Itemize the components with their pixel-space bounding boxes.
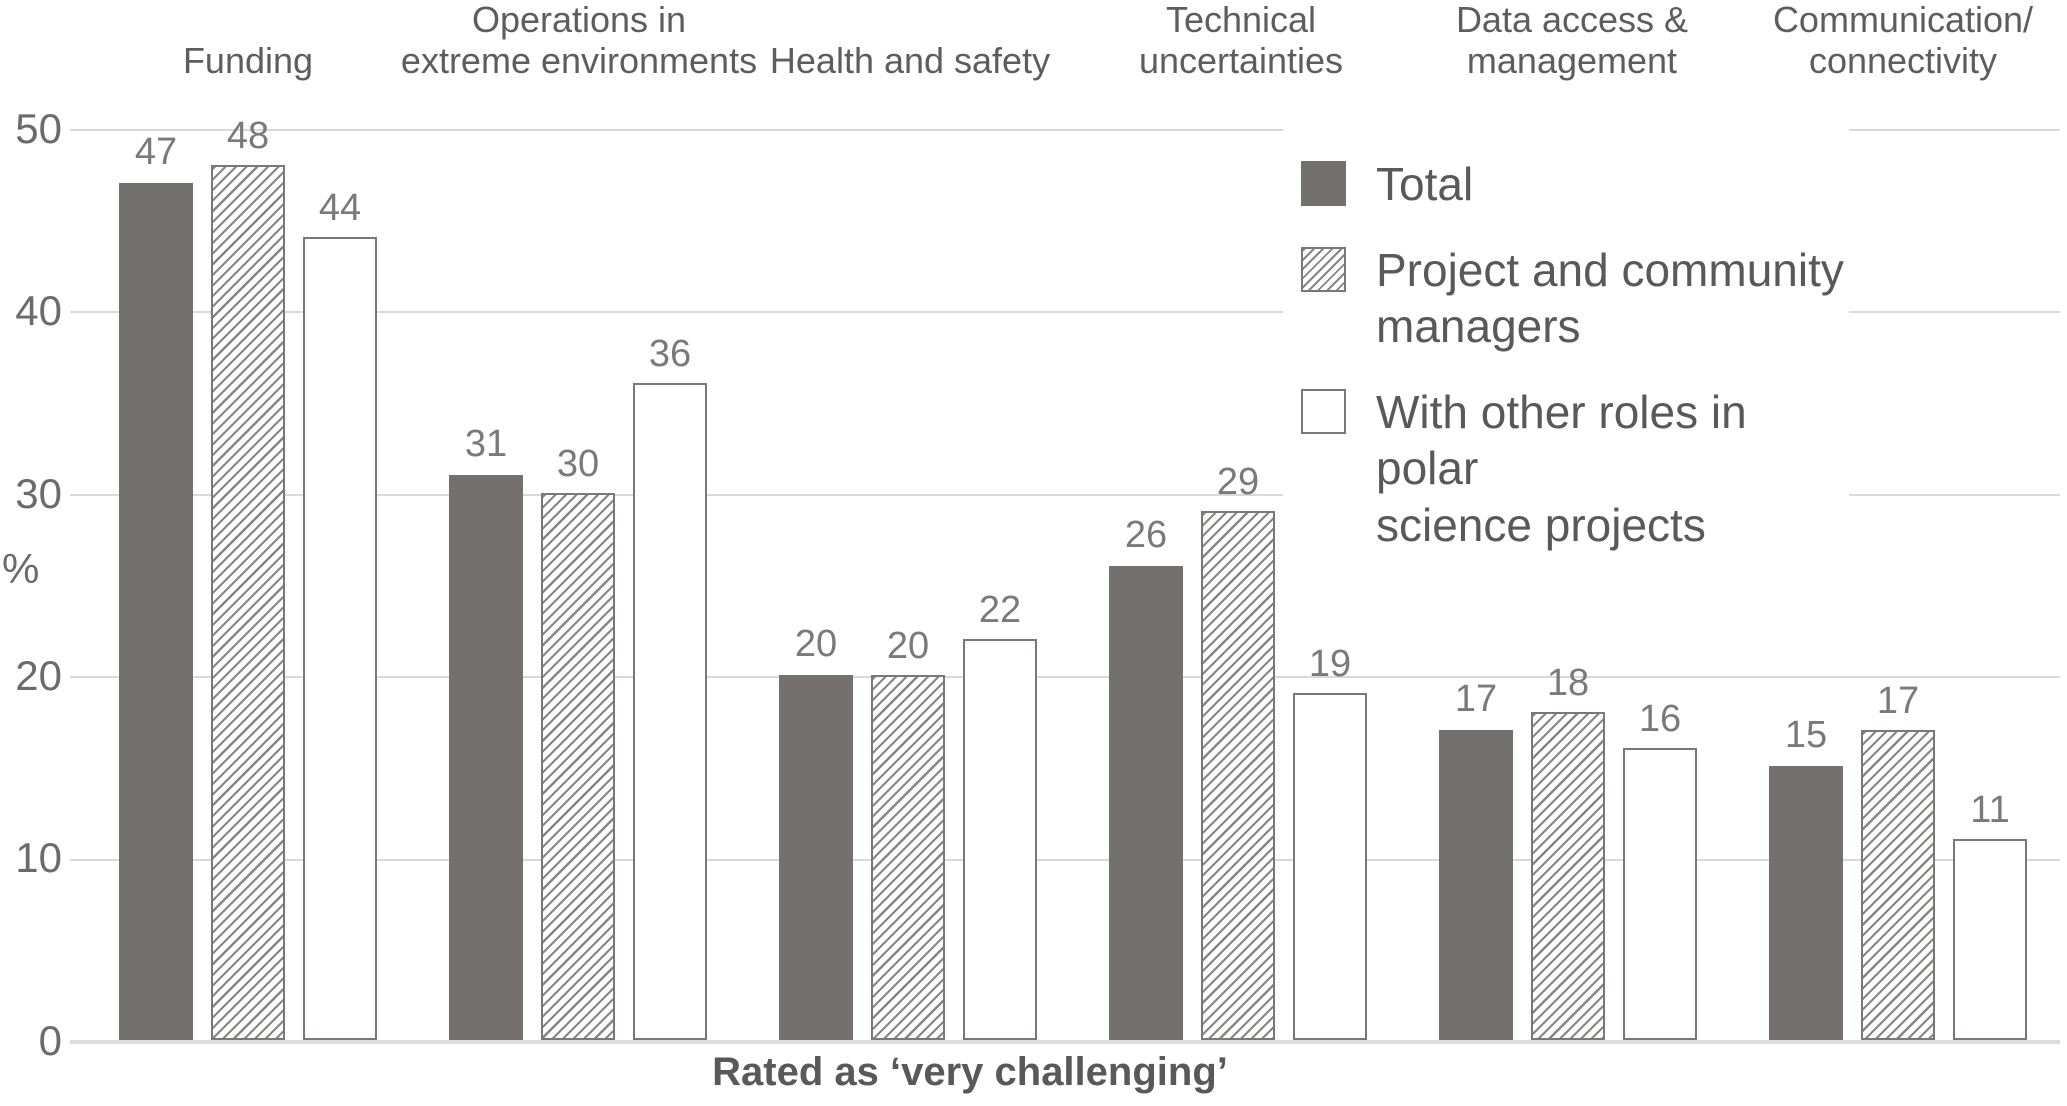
y-tick-label: 50 [15,105,62,152]
bar-value-label: 48 [226,114,270,157]
legend-label: Total [1376,158,1474,210]
y-tick-label: 40 [15,287,62,334]
category-label-data-access: Data access & management [1455,0,1689,82]
bar-hatched: 17 [1861,680,1935,1040]
bar-hatched: 18 [1531,662,1605,1040]
bar-value-label: 47 [134,130,178,173]
bar-outline: 22 [963,589,1037,1040]
gridline-30 [70,494,2060,496]
legend-item-other-roles: With other roles in polar science projec… [1301,384,1849,552]
bar-value-label: 30 [556,442,600,485]
x-axis-baseline [70,1040,2060,1044]
x-axis-caption: Rated as ‘very challenging’ [712,1050,1228,1094]
bar-solid: 17 [1439,678,1513,1040]
gridline-50 [70,129,2060,131]
bar-value-label: 20 [794,623,838,666]
gridline-40 [70,311,2060,313]
bar-group: 17 18 16 [1439,662,1697,1040]
bar-hatched: 29 [1201,461,1275,1040]
bar-group: 31 30 36 [449,333,707,1040]
bar-value-label: 16 [1638,698,1682,741]
bar-outline: 44 [303,187,377,1040]
legend-label: With other roles in polar science projec… [1376,386,1747,551]
bar-value-label: 44 [318,187,362,230]
category-label-operations: Operations in extreme environments [400,0,758,82]
bar-value-label: 18 [1546,661,1590,704]
y-tick-label: 10 [15,834,62,881]
bar-value-label: 11 [1970,789,2010,832]
bar-value-label: 17 [1876,679,1920,722]
legend-label: Project and community managers [1376,244,1844,353]
bar-outline: 16 [1623,698,1697,1040]
gridline-10 [70,859,2060,861]
bar-value-label: 15 [1784,714,1828,757]
bar-solid: 31 [449,423,523,1040]
legend-item-total: Total [1301,156,1849,212]
y-tick-label: 30 [15,470,62,517]
bar-outline: 36 [633,333,707,1040]
bar-hatched: 20 [871,625,945,1040]
bar-value-label: 20 [886,625,930,668]
bar-value-label: 19 [1308,643,1352,686]
bar-group: 20 20 22 [779,589,1037,1040]
bar-value-label: 22 [978,588,1022,631]
bar-solid: 26 [1109,514,1183,1040]
bar-solid: 15 [1769,714,1843,1040]
bar-value-label: 31 [464,422,508,465]
bar-outline: 19 [1293,643,1367,1040]
bar-outline: 11 [1953,789,2027,1040]
bar-solid: 20 [779,623,853,1040]
bar-group: 15 17 11 [1769,680,2027,1040]
bar-group: 47 48 44 [119,115,377,1040]
bar-hatched: 48 [211,115,285,1040]
legend-swatch-solid [1301,161,1346,206]
bar-group: 26 29 19 [1109,461,1367,1040]
y-tick-label: 0 [38,1017,62,1064]
category-label-health-safety: Health and safety [769,40,1051,82]
y-axis-title: % [2,545,40,592]
bar-hatched: 30 [541,443,615,1040]
legend-swatch-hatched [1301,247,1346,293]
y-tick-label: 20 [15,652,62,699]
category-label-communication: Communication/ connectivity [1772,0,2034,82]
bar-value-label: 36 [648,333,692,376]
legend-item-managers: Project and community managers [1301,242,1849,354]
plot-area: 47 48 44 31 30 36 20 20 22 26 29 19 17 18 16 15 17 11 [70,115,2060,1044]
bar-value-label: 17 [1454,677,1498,720]
bar-value-label: 26 [1124,513,1168,556]
category-label-technical: Technical uncertainties [1138,0,1344,82]
bars-layer: 47 48 44 31 30 36 20 20 22 26 29 19 17 18 16 15 17 11 [119,115,2027,1040]
legend-swatch-outline [1301,389,1346,435]
legend: Total Project and community managers Wit… [1283,98,1849,583]
category-label-funding: Funding [182,40,314,82]
bar-solid: 47 [119,131,193,1040]
gridline-20 [70,676,2060,678]
bar-value-label: 29 [1216,461,1260,503]
